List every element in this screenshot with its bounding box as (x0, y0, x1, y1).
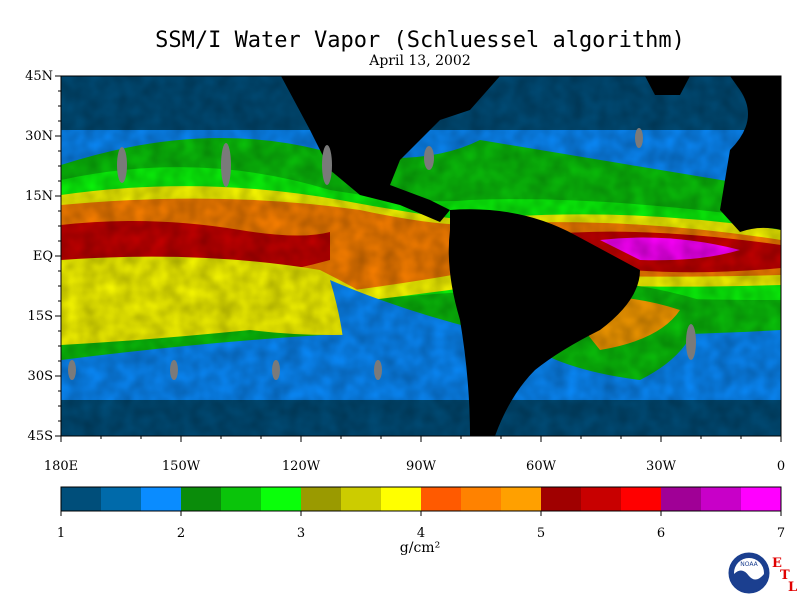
map-date: April 13, 2002 (369, 53, 471, 69)
etl-letter-e: E (772, 556, 782, 571)
colorbar-segment (181, 487, 222, 511)
colorbar-segment (461, 487, 502, 511)
lat-label: 15S (28, 309, 53, 324)
longitude-axis: 180E 150W 120W 90W 60W 30W 0 (44, 436, 785, 474)
lat-label: EQ (33, 249, 53, 264)
lat-label: 15N (25, 189, 53, 204)
noaa-logo: NOAA (728, 552, 770, 594)
colorbar-label: 2 (177, 526, 185, 541)
colorbar-label: 4 (417, 526, 425, 541)
colorbar-segment (221, 487, 262, 511)
colorbar-unit: g/cm² (399, 540, 441, 556)
lon-label: 90W (406, 459, 437, 474)
colorbar-label: 6 (657, 526, 665, 541)
latitude-axis: 45N 30N 15N EQ 15S 30S 45S (25, 69, 61, 444)
lon-label: 180E (44, 459, 78, 474)
etl-letter-t: T (780, 568, 790, 583)
colorbar-segment (581, 487, 622, 511)
colorbar-segment (661, 487, 702, 511)
colorbar-tick-labels: 1 2 3 4 5 6 7 (57, 511, 785, 541)
colorbar-segment (421, 487, 462, 511)
lon-label: 30W (646, 459, 677, 474)
colorbar (60, 486, 782, 512)
lon-label: 0 (777, 459, 785, 474)
lat-label: 45N (25, 69, 53, 84)
lon-label: 60W (526, 459, 557, 474)
colorbar-segment (381, 487, 422, 511)
lon-label: 120W (282, 459, 321, 474)
colorbar-segment (261, 487, 302, 511)
colorbar-segment (741, 487, 782, 511)
colorbar-segment (621, 487, 662, 511)
colorbar-segment (341, 487, 382, 511)
map-title: SSM/I Water Vapor (Schluessel algorithm) (155, 28, 685, 53)
colorbar-label: 1 (57, 526, 65, 541)
colorbar-label: 5 (537, 526, 545, 541)
lat-label: 30S (28, 369, 53, 384)
etl-letter-l: L (788, 580, 798, 595)
colorbar-label: 7 (777, 526, 785, 541)
noaa-text: NOAA (740, 561, 758, 568)
colorbar-segment (301, 487, 342, 511)
colorbar-segment (541, 487, 582, 511)
colorbar-segment (701, 487, 742, 511)
colorbar-segment (141, 487, 182, 511)
colorbar-label: 3 (297, 526, 305, 541)
map-field (61, 76, 781, 436)
colorbar-segment (501, 487, 542, 511)
lat-label: 30N (25, 129, 53, 144)
colorbar-segment (61, 487, 102, 511)
colorbar-segment (101, 487, 142, 511)
lon-label: 150W (162, 459, 201, 474)
lat-label: 45S (28, 429, 53, 444)
